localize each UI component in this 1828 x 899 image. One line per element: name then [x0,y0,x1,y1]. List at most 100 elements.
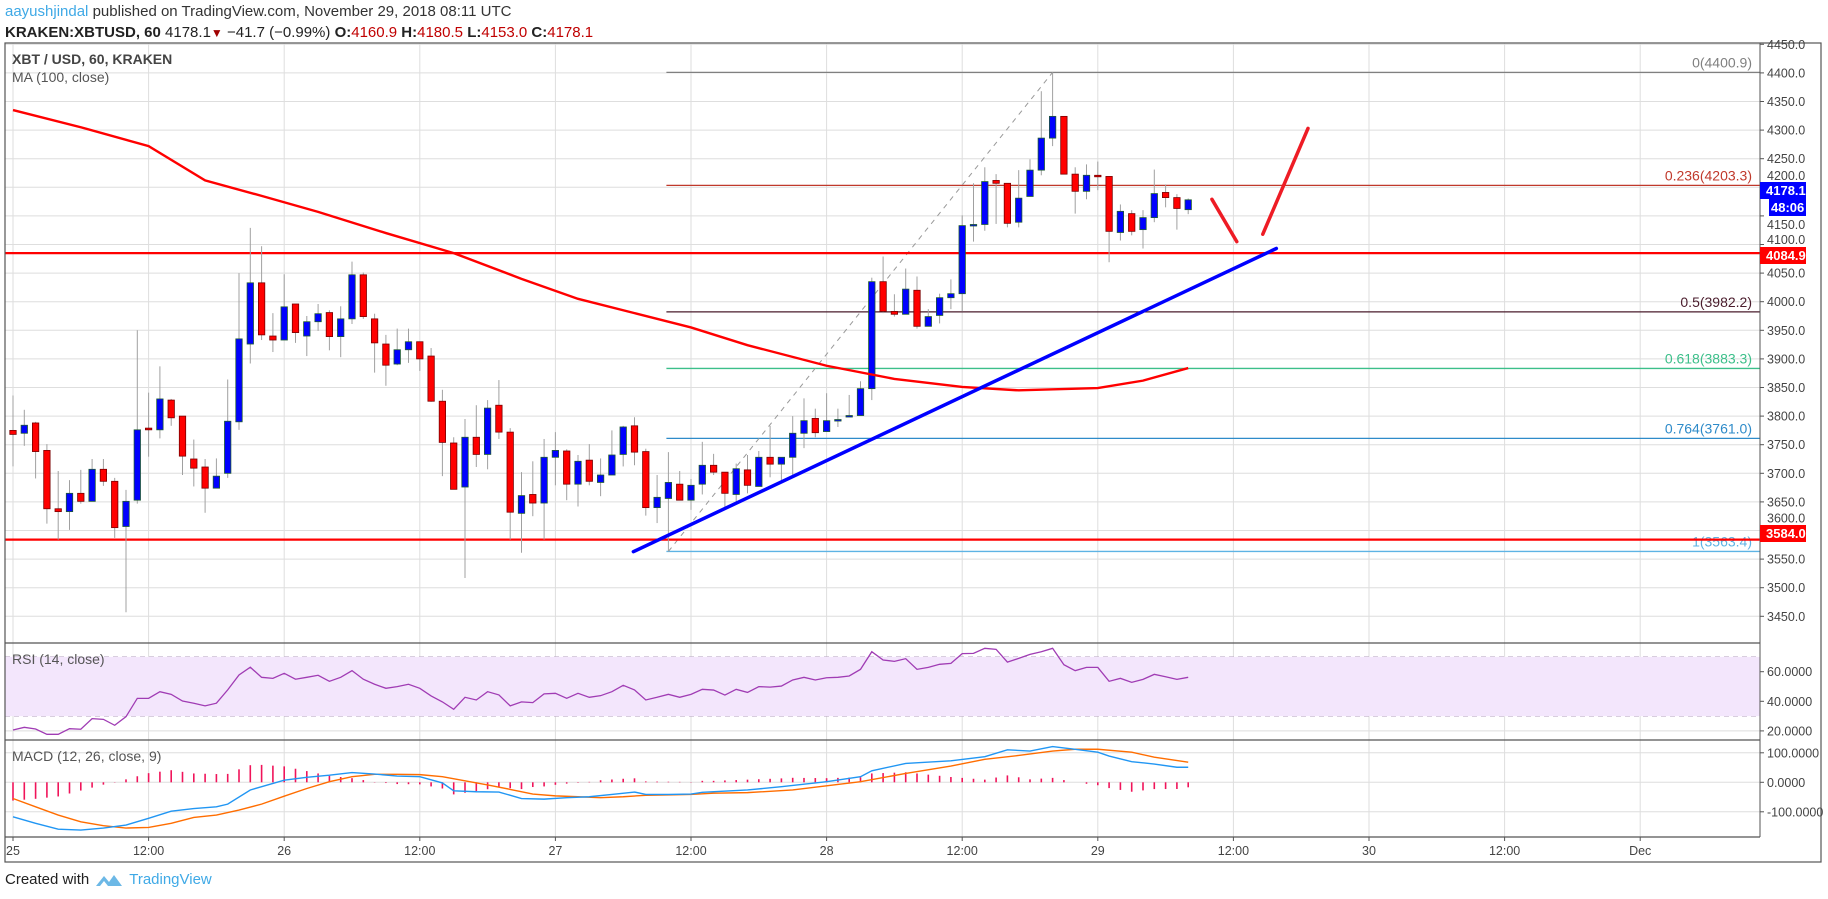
time-axis-label[interactable]: 26 [277,844,291,858]
footer: Created with TradingView [5,871,212,888]
time-axis-label[interactable]: 12:00 [1218,844,1249,858]
macd-axis-label[interactable]: 0.0000 [1767,776,1805,790]
candle [144,392,153,457]
author-link[interactable]: aayushjindal [5,3,89,20]
rsi-axis-label[interactable]: 20.0000 [1767,724,1812,738]
time-axis-label[interactable]: 27 [548,844,562,858]
price-axis-label[interactable]: 4000.0 [1767,295,1805,309]
overlays[interactable] [12,108,1310,554]
candle [619,425,627,467]
candle-body [698,464,706,485]
time-axis-label[interactable]: 12:00 [1489,844,1520,858]
candle-body [845,415,853,418]
price-axis-label[interactable]: 3800.0 [1767,410,1805,424]
time-axis-label[interactable]: 25 [6,844,20,858]
candle [608,430,616,476]
candle [529,461,537,517]
price-axis-label[interactable]: 4150.0 [1767,218,1805,232]
candle-body [630,425,639,453]
price-axis-label[interactable]: 3750.0 [1767,438,1805,452]
price-axis-label[interactable]: 4300.0 [1767,124,1805,138]
price-axis-label[interactable]: 4200.0 [1767,169,1805,183]
tradingview-link[interactable]: TradingView [129,871,212,888]
time-axis-label[interactable]: 12:00 [133,844,164,858]
price-axis-label[interactable]: 3500.0 [1767,581,1805,595]
candle-body [924,316,932,327]
candle [404,328,413,363]
candle-body [427,355,435,402]
macd-line [12,745,1189,831]
time-axis-label[interactable]: 12:00 [675,844,706,858]
candle-body [65,492,74,513]
axes[interactable]: 4450.0 4400.0 4350.0 4300.0 4250.0 4200.0 4150… [6,38,1823,858]
price-tags: 4178.1 48:06 4084.9 3584.0 [1760,182,1806,542]
price-axis-label[interactable]: 3950.0 [1767,324,1805,338]
price-axis-label[interactable]: 4450.0 [1767,38,1805,52]
projection-arrow-line[interactable] [1261,126,1310,236]
time-axis-label[interactable]: 30 [1362,844,1376,858]
time-axis-label[interactable]: 12:00 [404,844,435,858]
candle-body [438,400,447,443]
candle-body [619,426,627,455]
macd-axis-label[interactable]: 100.0000 [1767,746,1819,760]
candle [235,273,243,430]
candle [1015,170,1023,228]
candle [111,477,119,538]
rsi-axis-label[interactable]: 40.0000 [1767,695,1812,709]
candle-body [947,293,955,299]
candle-body [54,508,62,513]
price-axis-label[interactable]: 4100.0 [1767,233,1805,247]
candle-body [879,281,887,312]
high-value: 4180.5 [417,24,464,41]
candle [755,450,763,487]
candle-body [393,349,401,365]
candle-body [913,289,921,327]
price-axis-label[interactable]: 3700.0 [1767,467,1805,481]
price-axis-label[interactable]: 3650.0 [1767,495,1805,509]
candle [517,472,526,553]
candle [1082,164,1091,200]
candle [834,408,842,427]
close-label: C: [531,24,548,41]
support-trendline[interactable] [631,246,1279,554]
price-axis-label[interactable]: 4250.0 [1767,152,1805,166]
price-axis-label[interactable]: 3850.0 [1767,381,1805,395]
candle [1116,204,1124,241]
price-axis-label[interactable]: 4400.0 [1767,66,1805,80]
candle [461,418,469,578]
time-axis-label[interactable]: 12:00 [947,844,978,858]
candle-body [32,422,40,452]
macd-axis-label[interactable]: -100.0000 [1767,805,1823,819]
candle-body [88,468,96,502]
time-axis-label[interactable]: Dec [1629,844,1651,858]
candle [653,475,661,524]
fib-retracement[interactable]: 0(4400.9) 0.236(4203.3) 0.5(3982.2) 0.618(3… [666,54,1760,553]
candle-body [144,427,153,431]
time-axis-label[interactable]: 28 [820,844,834,858]
last-price: 4178.1 [165,24,211,41]
price-axis-label[interactable]: 3600.0 [1767,512,1805,526]
price-axis-label[interactable]: 4350.0 [1767,95,1805,109]
candle-body [608,454,616,476]
candle-body [77,492,85,502]
price-axis-label[interactable]: 4050.0 [1767,267,1805,281]
rsi-axis-label[interactable]: 60.0000 [1767,665,1812,679]
candle-body [133,429,141,501]
candle-body [529,494,537,504]
candle [122,489,130,613]
price-axis-label[interactable]: 3900.0 [1767,352,1805,366]
projection-arrow-line[interactable] [1210,197,1239,244]
price-change: −41.7 (−0.99%) [226,24,331,41]
time-axis-label[interactable]: 29 [1091,844,1105,858]
candle-body [111,480,119,529]
price-axis-label[interactable]: 3450.0 [1767,610,1805,624]
candle-body [902,288,910,315]
down-arrow-icon: ▼ [210,26,223,40]
horizontal-levels[interactable] [5,252,1760,541]
candle-body [969,224,978,227]
price-axis-label[interactable]: 3550.0 [1767,553,1805,567]
candle [969,183,978,242]
candle-body [642,451,650,509]
resistance-tag-bg [1760,247,1806,264]
